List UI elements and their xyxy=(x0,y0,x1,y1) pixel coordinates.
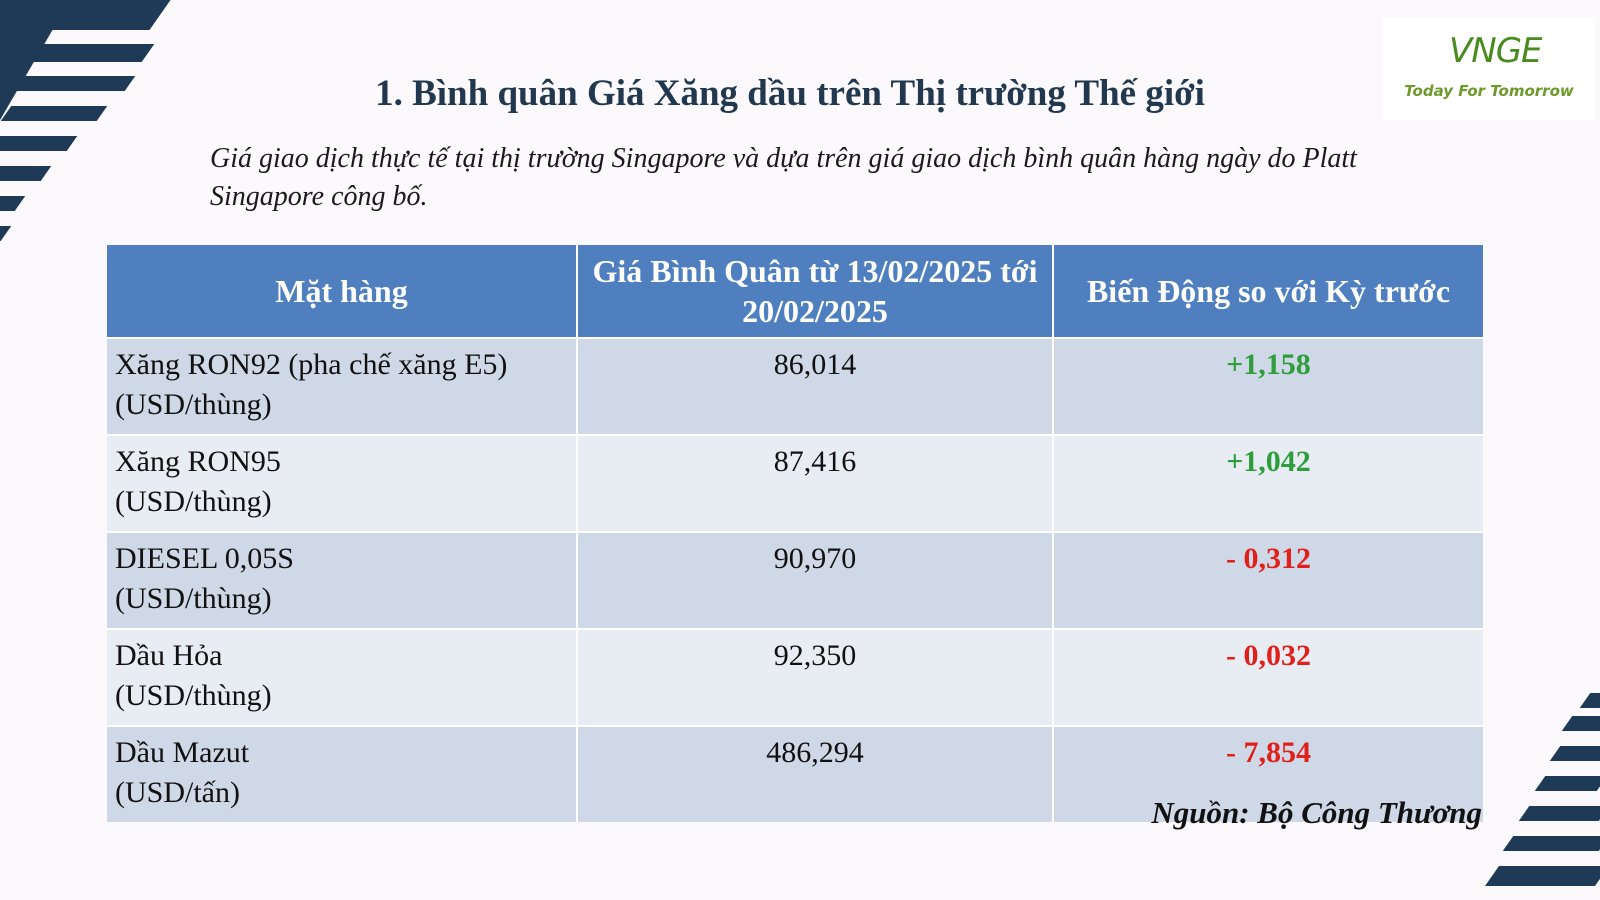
price-value: 87,416 xyxy=(577,434,1054,532)
page-subtitle: Giá giao dịch thực tế tại thị trường Sin… xyxy=(210,143,1357,212)
brand-logo: VNGE Today For Tomorrow xyxy=(1383,17,1595,120)
item-name: Xăng RON92 (pha chế xăng E5) xyxy=(115,348,508,381)
table-row: DIESEL 0,05S (USD/thùng) 90,970 - 0,312 xyxy=(107,531,1483,629)
decor-corner-top-left xyxy=(0,0,70,120)
table-row: Dầu Mazut (USD/tấn) 486,294 - 7,854 xyxy=(107,725,1483,822)
item-name: Dầu Mazut xyxy=(115,736,250,769)
item-name: Xăng RON95 xyxy=(115,445,281,478)
change-value: - 0,312 xyxy=(1053,531,1483,629)
item-name: DIESEL 0,05S xyxy=(115,542,294,575)
table-row: Xăng RON92 (pha chế xăng E5) (USD/thùng)… xyxy=(107,337,1483,435)
change-value: +1,158 xyxy=(1053,337,1483,435)
item-cell: Dầu Mazut (USD/tấn) xyxy=(107,725,578,822)
item-cell: Xăng RON92 (pha chế xăng E5) (USD/thùng) xyxy=(107,337,578,435)
item-cell: DIESEL 0,05S (USD/thùng) xyxy=(107,531,578,629)
item-cell: Xăng RON95 (USD/thùng) xyxy=(107,434,578,532)
item-unit: (USD/thùng) xyxy=(115,679,272,712)
item-unit: (USD/thùng) xyxy=(115,582,272,615)
price-value: 486,294 xyxy=(577,725,1054,822)
item-unit: (USD/thùng) xyxy=(115,388,272,421)
price-value: 92,350 xyxy=(577,628,1054,726)
table-header-row: Mặt hàng Giá Bình Quân từ 13/02/2025 tới… xyxy=(107,245,1483,338)
item-unit: (USD/tấn) xyxy=(115,776,240,809)
price-value: 90,970 xyxy=(577,531,1054,629)
page-title: 1. Bình quân Giá Xăng dầu trên Thị trườn… xyxy=(375,73,1205,114)
header-change: Biến Động so với Kỳ trước xyxy=(1053,245,1483,338)
table-row: Xăng RON95 (USD/thùng) 87,416 +1,042 xyxy=(107,434,1483,532)
table-row: Dầu Hỏa (USD/thùng) 92,350 - 0,032 xyxy=(107,628,1483,726)
logo-tagline: Today For Tomorrow xyxy=(1404,82,1574,100)
item-name: Dầu Hỏa xyxy=(115,639,223,672)
item-unit: (USD/thùng) xyxy=(115,485,272,518)
change-value: - 0,032 xyxy=(1053,628,1483,726)
header-average-price: Giá Bình Quân từ 13/02/2025 tới 20/02/20… xyxy=(577,245,1054,338)
source-citation: Nguồn: Bộ Công Thương xyxy=(1151,795,1482,830)
price-table: Mặt hàng Giá Bình Quân từ 13/02/2025 tới… xyxy=(107,245,1483,822)
change-value: +1,042 xyxy=(1053,434,1483,532)
header-item: Mặt hàng xyxy=(107,245,578,338)
price-value: 86,014 xyxy=(577,337,1054,435)
logo-mark: VNGE xyxy=(1449,31,1543,71)
change-value: - 7,854 xyxy=(1053,725,1483,822)
item-cell: Dầu Hỏa (USD/thùng) xyxy=(107,628,578,726)
